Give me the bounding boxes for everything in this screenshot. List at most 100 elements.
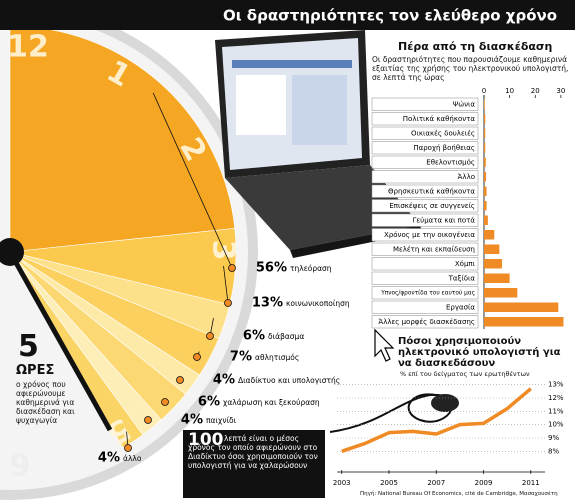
slice-label: χαλάρωση και ξεκούραση (223, 398, 320, 407)
bar (484, 143, 486, 153)
slice-value-label: 4% (181, 413, 203, 428)
y-tick-label: Ψώνια (453, 100, 476, 108)
slice-value-label: 4% (213, 373, 235, 388)
category-box (371, 155, 479, 169)
bar (484, 172, 487, 182)
x-tick-label: 2011 (522, 479, 540, 487)
bar (484, 288, 518, 298)
slice-value-label: 6% (198, 395, 220, 410)
category-box (371, 184, 479, 198)
category-box (371, 141, 479, 155)
slice-value-label: 7% (230, 350, 252, 365)
slice-label: παιχνίδι (206, 416, 237, 425)
y-tick-label: Άλλες μορφές διασκέδασης (378, 318, 475, 326)
bar (484, 244, 500, 254)
leader-dot (176, 376, 184, 384)
category-box (371, 97, 479, 111)
x-tick-label: 30 (556, 87, 565, 95)
y-tick-label: Ταξίδια (448, 274, 476, 282)
y-tick-label: Χρόνος με την οικογένεια (384, 231, 475, 239)
summary-unit: ΩΡΕΣ (16, 363, 55, 378)
y-tick-label: Χόμπι (455, 260, 476, 268)
callout-value: 100 (188, 430, 224, 450)
category-box (371, 213, 479, 227)
x-tick-label: 0 (482, 87, 486, 95)
slice-label: κοινωνικοποίηση (286, 299, 350, 308)
y-tick-label: Παροχή βοήθειας (413, 144, 475, 152)
callout-text: λεπτά είναι ο μέσος χρόνος τον οποίο αφι… (188, 434, 318, 470)
callout-box (183, 430, 325, 498)
slice-label: Διαδίκτυο και υπολογιστής (238, 376, 340, 385)
y-tick-label: Υπνος/φροντίδα του εαυτού μας (380, 289, 475, 296)
bar (484, 99, 485, 109)
slice-value-label: 4% (98, 451, 120, 466)
slice-value-label: 13% (252, 296, 283, 311)
pie-slice (9, 251, 144, 449)
bar (484, 201, 487, 211)
category-box (371, 126, 479, 140)
bar-subtitle: Οι δραστηριότητες που παρουσιάζουμε καθη… (372, 55, 569, 82)
bar (484, 186, 487, 196)
leader-dot (144, 416, 152, 424)
title-bar (0, 0, 575, 30)
clock-hand (7, 250, 113, 432)
bar-title: Πέρα από τη διασκέδαση (398, 40, 553, 53)
category-box (371, 112, 479, 126)
y-tick-label: Πολιτικά καθήκοντα (403, 115, 476, 123)
leader-dot (161, 398, 169, 406)
category-box (371, 228, 479, 242)
bar (484, 230, 495, 240)
clock-number: 6 (10, 446, 31, 481)
category-box (371, 271, 479, 285)
slice-label: διάβασμα (268, 332, 304, 341)
summary-text: ο χρόνος που αφιερώνουμε καθημερινά για … (16, 380, 75, 425)
clock-number: 12 (7, 30, 49, 65)
bar (484, 128, 486, 138)
y-tick-label: Γεύματα και ποτά (412, 216, 475, 224)
x-tick-label: 20 (531, 87, 540, 95)
y-tick-label: Οικιακές δουλειές (411, 129, 475, 137)
category-box (371, 286, 479, 300)
y-tick-label: Θρησκευτικά καθήκοντα (388, 187, 475, 195)
page-title: Οι δραστηριότητες τον ελεύθερο χρόνο (223, 7, 557, 25)
line-subtitle: % επί του δείγματος των ερωτηθέντων (400, 370, 530, 378)
bar (484, 273, 510, 283)
leader-dot (193, 353, 201, 361)
source-note: Πηγή: National Bureau Of Economics, cité… (360, 491, 558, 497)
y-tick-label: Άλλο (458, 173, 475, 181)
category-box (371, 257, 479, 271)
y-tick-label: 10% (548, 421, 564, 429)
category-box (371, 199, 479, 213)
slice-label: αθλητισμός (255, 353, 299, 362)
mouse-icon (431, 394, 459, 412)
y-tick-label: 13% (548, 381, 564, 389)
bar (484, 215, 488, 225)
y-tick-label: Μελέτη και εκπαίδευση (393, 245, 475, 253)
data-line (341, 387, 532, 453)
category-box (371, 300, 479, 314)
clock-number: 3 (206, 240, 241, 261)
laptop-illustration (215, 30, 422, 258)
slice-value-label: 6% (243, 329, 265, 344)
x-tick-label: 10 (505, 87, 514, 95)
leader-line (223, 265, 229, 304)
summary-value: 5 (18, 329, 39, 364)
y-tick-label: 12% (548, 394, 564, 402)
y-tick-label: 11% (548, 407, 564, 415)
bar (484, 114, 486, 124)
leader-line (152, 92, 233, 269)
bar (484, 317, 564, 327)
bar (484, 259, 502, 269)
x-tick-label: 2007 (427, 479, 445, 487)
cursor-icon (374, 328, 395, 362)
y-tick-label: 9% (548, 434, 559, 442)
leader-dot (228, 264, 236, 272)
x-tick-label: 2005 (380, 479, 398, 487)
slice-label: τηλεόραση (290, 264, 332, 273)
bar (484, 302, 559, 312)
leader-dot (124, 444, 132, 452)
category-box (371, 315, 479, 329)
